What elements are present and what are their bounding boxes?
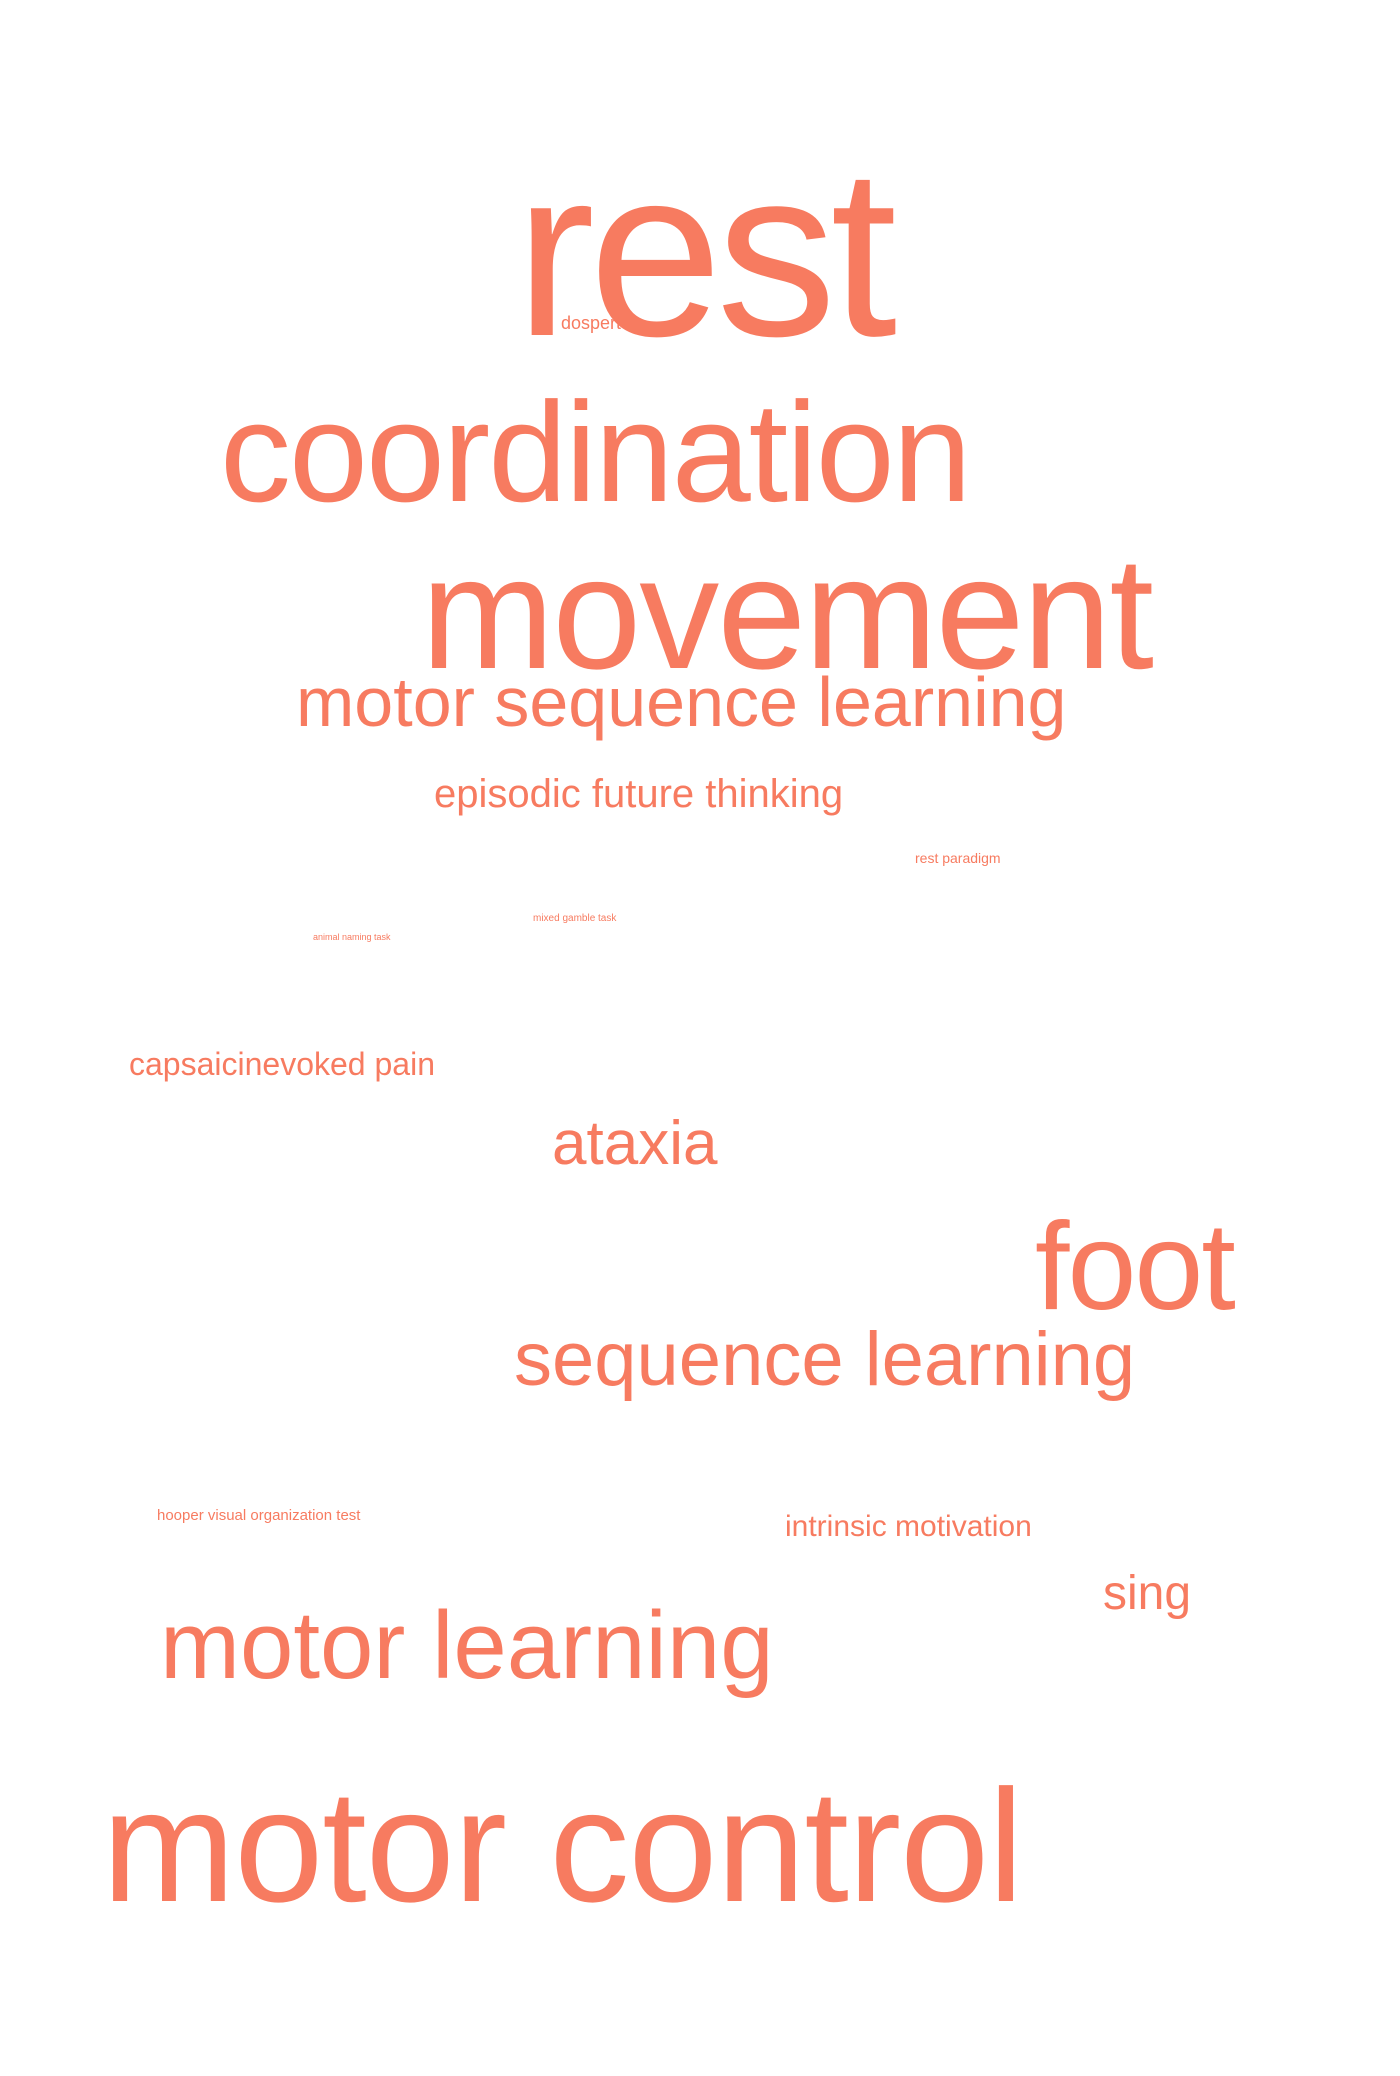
- word-sing: sing: [1103, 1567, 1192, 1620]
- word-motor-control: motor control: [102, 1756, 1024, 1935]
- word-motor-learning: motor learning: [160, 1592, 774, 1699]
- word-coordination: coordination: [220, 373, 972, 532]
- word-episodic-future-thinking: episodic future thinking: [434, 772, 844, 816]
- word-capsaicinevoked-pain: capsaicinevoked pain: [129, 1046, 435, 1082]
- word-sequence-learning: sequence learning: [514, 1317, 1136, 1402]
- word-ataxia: ataxia: [552, 1109, 718, 1178]
- word-rest: rest: [515, 118, 897, 386]
- word-movement: movement: [421, 523, 1154, 702]
- word-intrinsic-motivation: intrinsic motivation: [785, 1510, 1032, 1543]
- word-animal-naming-task: animal naming task: [313, 932, 391, 942]
- word-motor-sequence-learning: motor sequence learning: [296, 663, 1067, 741]
- word-dospert: dospert: [561, 313, 622, 333]
- word-hooper-visual-organization-test: hooper visual organization test: [157, 1507, 361, 1524]
- word-mixed-gamble-task: mixed gamble task: [533, 913, 617, 924]
- word-foot: foot: [1035, 1198, 1236, 1336]
- word-rest-paradigm: rest paradigm: [915, 850, 1001, 866]
